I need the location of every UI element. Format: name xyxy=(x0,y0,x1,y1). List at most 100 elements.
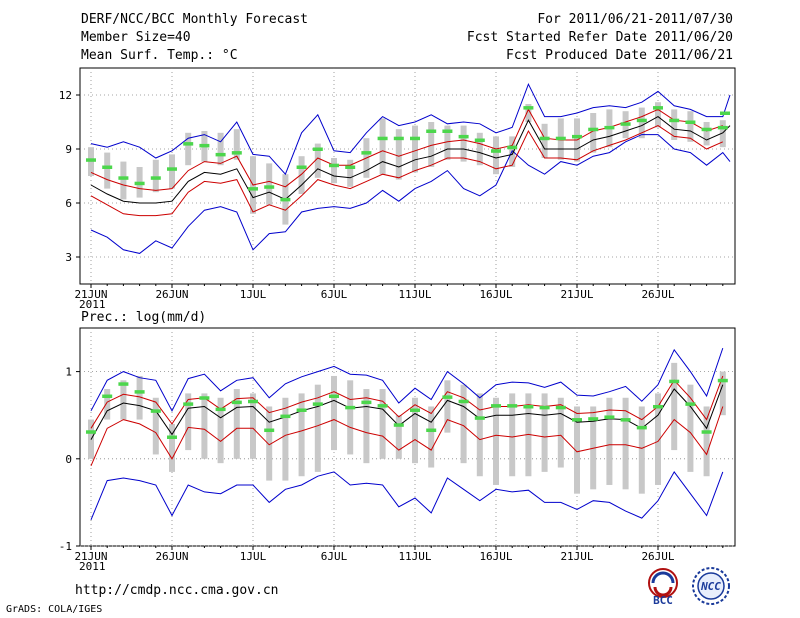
temperature-control-marker xyxy=(248,187,258,191)
precipitation-spread-box xyxy=(331,375,337,451)
precipitation-xtick-label: 26JUN xyxy=(155,550,188,563)
temperature-spread-box xyxy=(476,132,483,166)
precipitation-ytick-label: 0 xyxy=(65,453,72,466)
precipitation-spread-box xyxy=(541,393,548,472)
precipitation-spread-box xyxy=(428,406,435,468)
precipitation-spread-box xyxy=(460,384,467,464)
precipitation-control-marker xyxy=(377,404,388,408)
precipitation-mean-line xyxy=(90,384,724,440)
temperature-control-marker xyxy=(669,118,680,123)
temperature-spread-box xyxy=(444,125,451,160)
temperature-lower-line xyxy=(90,125,724,217)
temperature-upper-line xyxy=(90,108,723,191)
temperature-mean-line xyxy=(90,116,731,204)
precipitation-spread-box xyxy=(444,380,451,433)
temperature-control-marker xyxy=(426,129,437,133)
precipitation-spread-box xyxy=(671,362,678,451)
temperature-spread-box xyxy=(185,132,192,166)
temperature-control-marker xyxy=(393,136,404,141)
temperature-spread-box xyxy=(412,125,418,173)
temperature-control-marker xyxy=(458,134,469,139)
precipitation-spread-box xyxy=(152,397,159,455)
precipitation-control-marker xyxy=(134,390,145,394)
temperature-control-marker xyxy=(555,136,566,141)
precipitation-control-marker xyxy=(685,402,696,406)
temperature-control-marker xyxy=(134,181,145,186)
temperature-xtick-label: 21JUN xyxy=(74,288,107,301)
temperature-spread-box xyxy=(719,120,726,148)
precipitation-ytick-label: -1 xyxy=(59,540,72,553)
precipitation-control-marker xyxy=(150,409,161,413)
precipitation-control-marker xyxy=(507,404,518,408)
temperature-spread-box xyxy=(525,104,532,122)
temperature-spread-box xyxy=(687,111,694,142)
footer-url[interactable]: http://cmdp.ncc.cma.gov.cn xyxy=(75,583,279,598)
temperature-xtick-label: 1JUL xyxy=(240,288,267,301)
temperature-max-line xyxy=(90,82,731,176)
chart-title: DERF/NCC/BCC Monthly Forecast xyxy=(81,12,308,27)
precipitation-control-marker xyxy=(248,399,258,404)
temperature-spread-box xyxy=(314,143,321,178)
precipitation-control-marker xyxy=(442,395,453,399)
temperature-spread-box xyxy=(233,129,240,160)
precipitation-control-marker xyxy=(410,408,420,412)
temperature-spread-box xyxy=(590,113,597,153)
temperature-control-marker xyxy=(296,165,307,169)
precipitation-xtick-label: 26JUL xyxy=(641,550,674,563)
temperature-control-marker xyxy=(474,138,485,142)
bcc-logo-text: BCC xyxy=(653,594,673,606)
temperature-control-marker xyxy=(491,149,501,153)
precipitation-spread-box xyxy=(266,406,273,481)
temperature-control-marker xyxy=(167,167,177,171)
temperature-control-marker xyxy=(215,152,226,157)
temperature-control-marker xyxy=(102,165,113,169)
temperature-control-marker xyxy=(410,136,420,141)
temperature-xtick-label: 26JUL xyxy=(641,288,674,301)
precipitation-control-marker xyxy=(345,405,356,410)
precipitation-xtick-label: 21JUN xyxy=(74,550,107,563)
temperature-xtick-label: 11JUL xyxy=(398,288,431,301)
precipitation-control-marker xyxy=(474,416,485,420)
temperature-control-marker xyxy=(231,151,242,155)
temperature-control-marker xyxy=(150,176,161,180)
bcc-logo: BCC xyxy=(640,566,686,606)
temperature-spread-box xyxy=(266,163,273,205)
temperature-control-marker xyxy=(345,165,356,169)
temperature-control-marker xyxy=(183,142,194,146)
temperature-control-marker xyxy=(329,163,339,168)
temperature-control-marker xyxy=(442,129,453,133)
precipitation-spread-box xyxy=(169,423,175,472)
temperature-control-marker xyxy=(361,151,372,155)
temperature-xtick-label: 6JUL xyxy=(321,288,348,301)
precipitation-xtick-label: 16JUL xyxy=(479,550,512,563)
temperature-ytick-label: 3 xyxy=(65,251,72,264)
precipitation-control-marker xyxy=(701,430,712,434)
precipitation-spread-box xyxy=(250,393,256,459)
precipitation-control-marker xyxy=(458,399,469,404)
temperature-spread-box xyxy=(104,152,111,189)
precipitation-spread-box xyxy=(476,393,483,477)
member-size: Member Size=40 xyxy=(81,30,191,45)
temperature-control-marker xyxy=(280,197,291,202)
precipitation-spread-box xyxy=(298,393,305,477)
precipitation-control-marker xyxy=(361,400,372,405)
precipitation-control-marker xyxy=(280,414,291,419)
precipitation-spread-box xyxy=(104,389,111,420)
precipitation-control-marker xyxy=(555,405,566,410)
precipitation-max-line xyxy=(90,347,724,412)
precipitation-spread-box xyxy=(314,384,321,472)
precipitation-spread-box xyxy=(638,406,645,494)
temperature-control-marker xyxy=(685,120,696,124)
prec-variable-label: Prec.: log(mm/d) xyxy=(81,310,207,325)
precipitation-control-marker xyxy=(426,428,437,433)
precipitation-spread-box xyxy=(493,397,499,485)
temperature-spread-box xyxy=(655,102,661,128)
precipitation-spread-box xyxy=(120,380,127,420)
produced-date: Fcst Produced Date 2011/06/21 xyxy=(506,48,733,63)
temperature-spread-box xyxy=(379,118,386,175)
temperature-ytick-label: 12 xyxy=(59,89,72,102)
precipitation-lower-line xyxy=(90,406,724,466)
precipitation-control-marker xyxy=(296,408,307,412)
temperature-control-marker xyxy=(653,106,663,110)
